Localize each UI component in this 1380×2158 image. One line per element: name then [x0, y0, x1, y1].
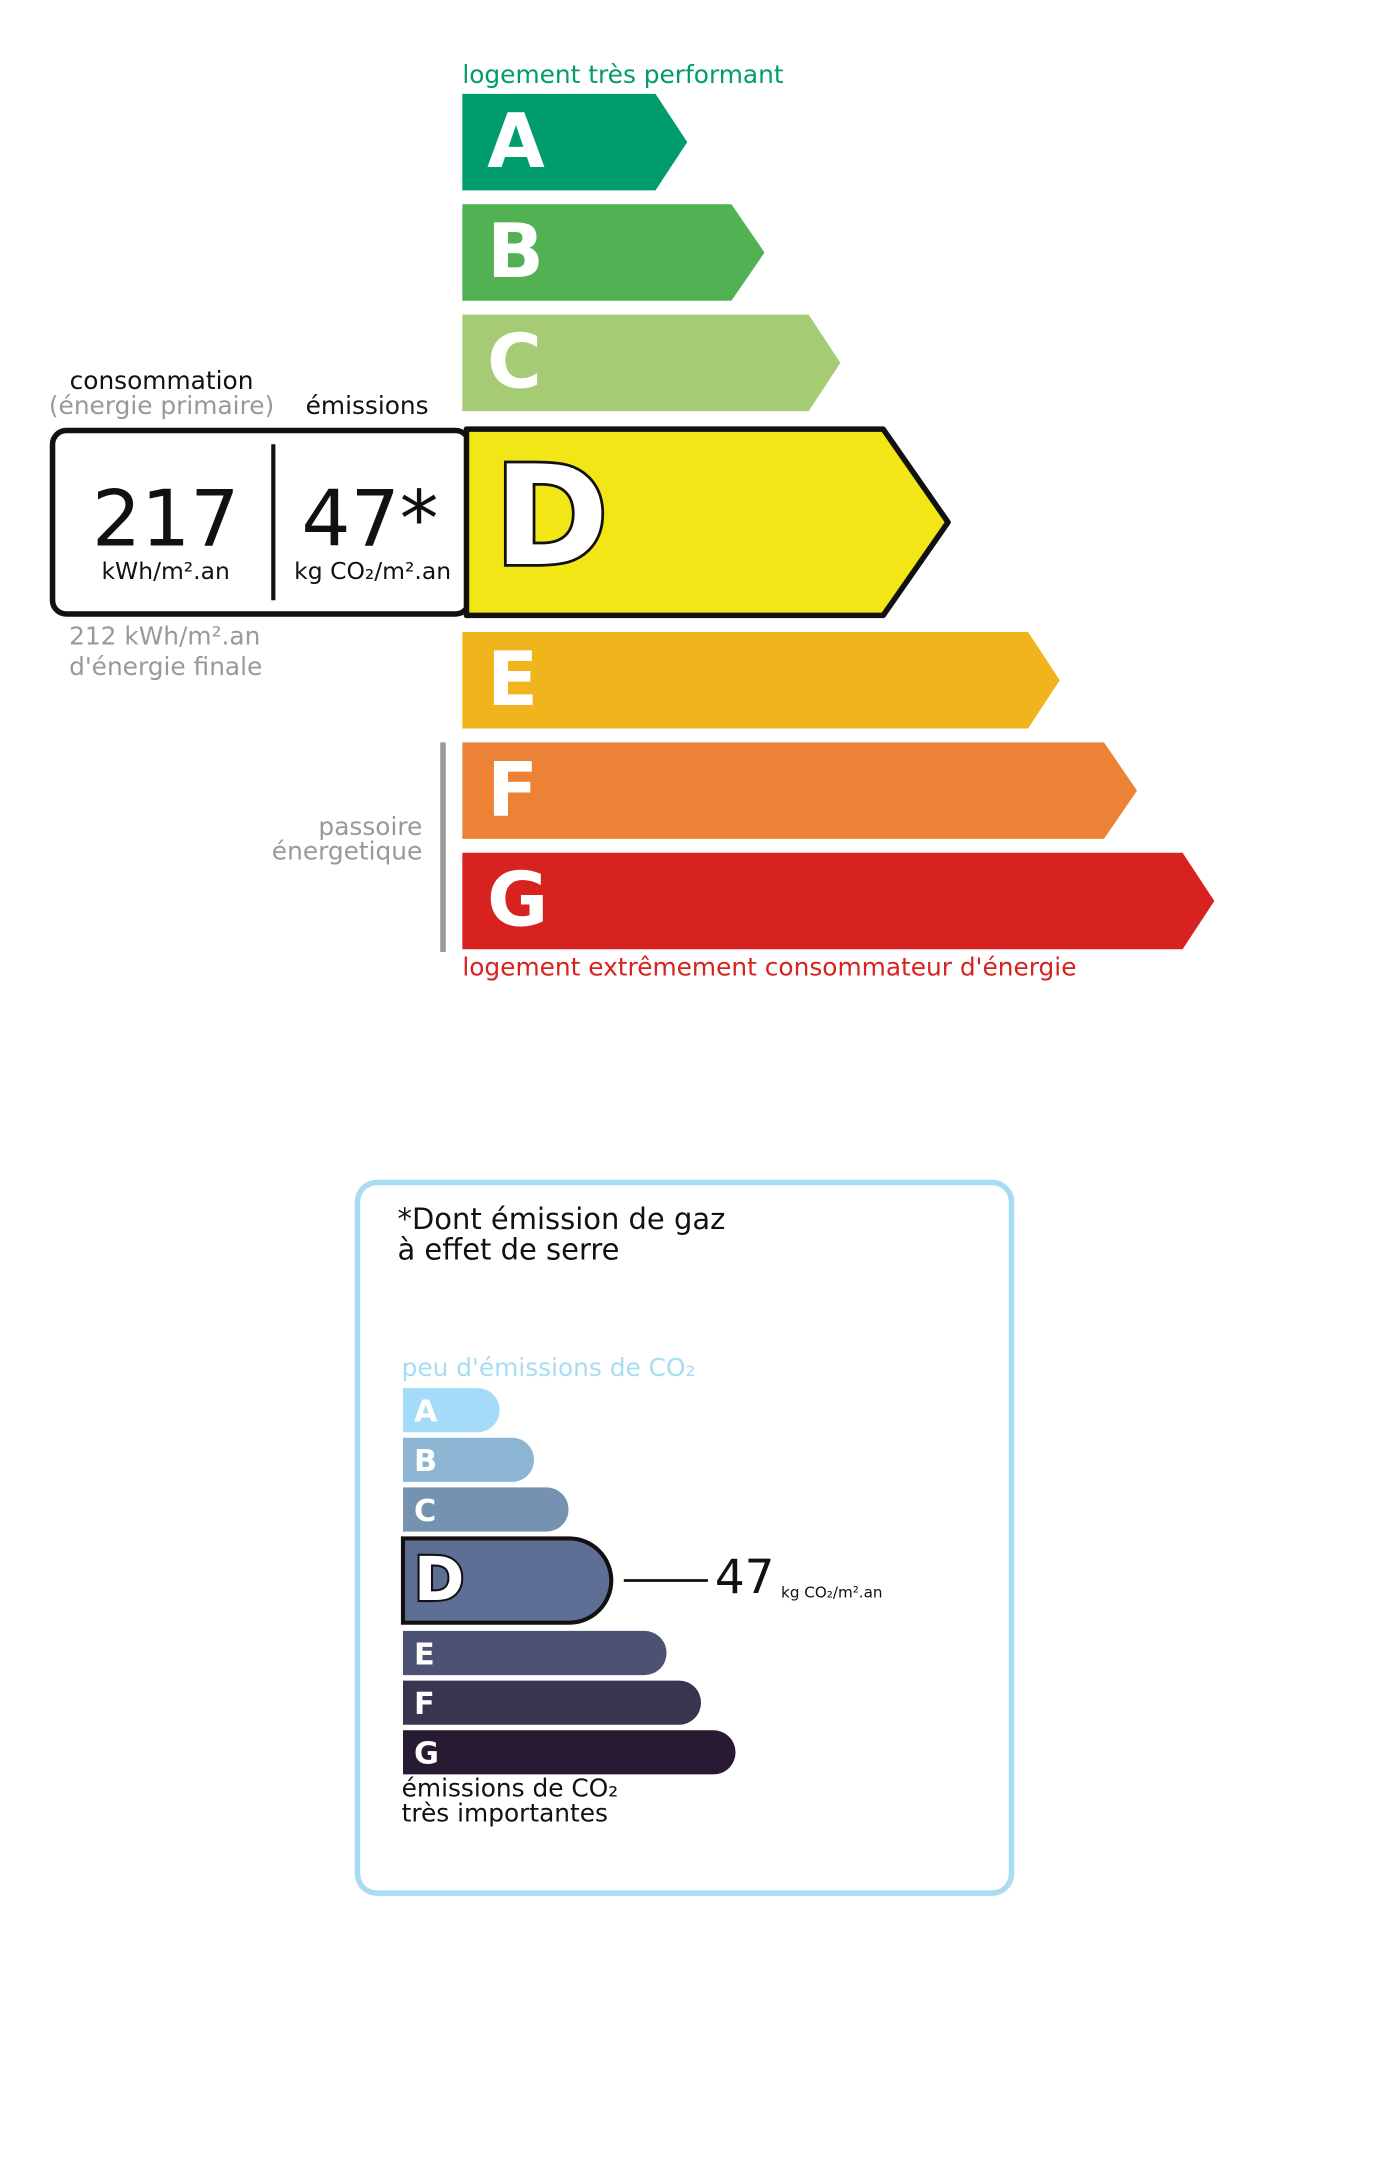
energy-arrow [462, 852, 1215, 950]
emissions-heading: émissions [306, 391, 429, 420]
ghg-box [354, 1179, 1015, 1896]
final-energy: 212 kWh/m².an [69, 621, 260, 650]
ghg-bottom-label: très importantes [402, 1798, 608, 1827]
energy-arrow [463, 426, 951, 619]
passoire-label: passoire [318, 812, 422, 841]
ghg-value: 47 [715, 1550, 775, 1605]
emissions-value: 47* [301, 474, 438, 564]
ghg-class-letter: B [414, 1444, 437, 1479]
ghg-class-letter: G [414, 1737, 439, 1772]
ghg-class-letter: E [414, 1637, 435, 1672]
ghg-bar [403, 1487, 569, 1532]
energy-arrow [462, 742, 1138, 839]
energy-arrow [462, 314, 841, 412]
energy-arrow [462, 631, 1060, 729]
emissions-unit: kg CO₂/m².an [294, 557, 451, 585]
ghg-bar [403, 1680, 702, 1725]
ghg-bar [403, 1437, 535, 1482]
energy-class-letter: A [487, 98, 545, 185]
ghg-bottom-label: émissions de CO₂ [402, 1774, 619, 1803]
consumption-heading: consommation [70, 366, 254, 395]
final-energy: d'énergie finale [69, 652, 262, 681]
ghg-top-label: peu d'émissions de CO₂ [402, 1353, 696, 1382]
ghg-title: *Dont émission de gaz [397, 1202, 725, 1236]
energy-arrow [462, 93, 688, 191]
ghg-class-letter: D [414, 1545, 464, 1615]
ghg-class-letter: C [414, 1494, 436, 1529]
bottom-label: logement extrêmement consommateur d'éner… [462, 953, 1076, 982]
ghg-class-letter: F [414, 1687, 435, 1722]
ghg-bar [403, 1630, 667, 1676]
energy-class-letter: E [487, 636, 538, 723]
energy-class-letter: B [487, 208, 544, 295]
energy-class-letter: G [487, 857, 548, 944]
passoire-label: énergetique [272, 837, 423, 866]
energy-class-letter: F [487, 746, 538, 833]
top-label: logement très performant [462, 60, 784, 89]
energy-arrow [462, 204, 765, 301]
ghg-bar [403, 1730, 736, 1775]
ghg-unit: kg CO₂/m².an [781, 1583, 882, 1601]
consumption-subheading: (énergie primaire) [49, 391, 274, 420]
energy-class-letter: C [487, 319, 542, 406]
consumption-unit: kWh/m².an [101, 557, 229, 585]
ghg-bar [400, 1536, 614, 1625]
ghg-title: à effet de serre [397, 1232, 619, 1266]
energy-class-letter: D [494, 436, 609, 597]
ghg-bar [403, 1388, 500, 1433]
ghg-class-letter: A [414, 1394, 438, 1429]
consumption-value: 217 [92, 474, 239, 564]
